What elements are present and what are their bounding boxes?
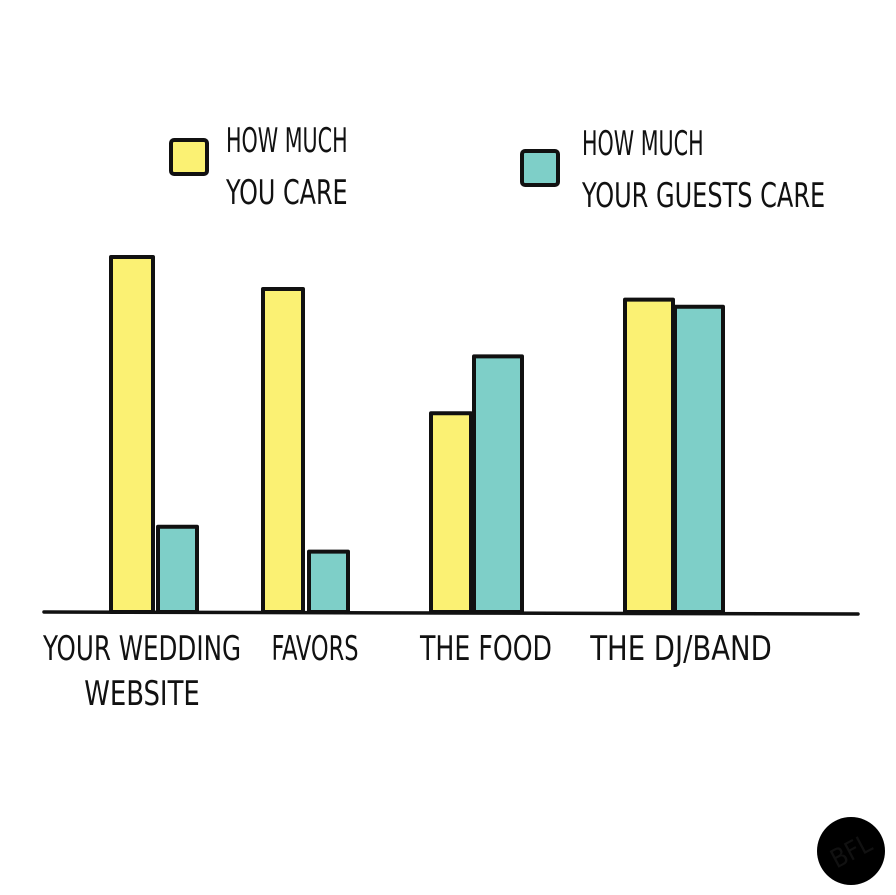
bar-you-2: [429, 411, 473, 615]
x-tick-label: YOUR WEDDING: [42, 629, 241, 669]
bars: [109, 255, 725, 615]
bar-you-1: [261, 286, 305, 614]
x-tick-label: FAVORS: [272, 629, 359, 669]
legend-label: HOW MUCH: [226, 121, 348, 161]
logo-badge: [817, 817, 885, 885]
legend-label: HOW MUCH: [582, 124, 704, 164]
x-axis-line: [42, 610, 860, 616]
x-tick-label: THE DJ/BAND: [589, 629, 771, 669]
bfl-logo: BFL: [817, 817, 885, 885]
bar-guests-0: [156, 524, 199, 614]
bar-guests-2: [472, 354, 524, 614]
bar-you-0: [109, 255, 155, 614]
x-axis-labels: YOUR WEDDING WEBSITE FAVORS THE FOOD THE DJ/…: [42, 629, 772, 714]
bar-you-3: [623, 297, 675, 614]
legend: HOW MUCH YOU CARE HOW MUCH YOUR GUESTS CARE: [169, 121, 825, 216]
x-tick-label: THE FOOD: [419, 629, 552, 669]
x-tick-label: WEBSITE: [84, 674, 200, 714]
legend-swatch-guests: [520, 149, 560, 187]
bar-guests-3: [673, 304, 725, 614]
legend-swatch-you: [169, 138, 209, 176]
bar-guests-1: [307, 549, 350, 615]
legend-label: YOU CARE: [225, 173, 347, 213]
legend-label: YOUR GUESTS CARE: [581, 176, 825, 216]
